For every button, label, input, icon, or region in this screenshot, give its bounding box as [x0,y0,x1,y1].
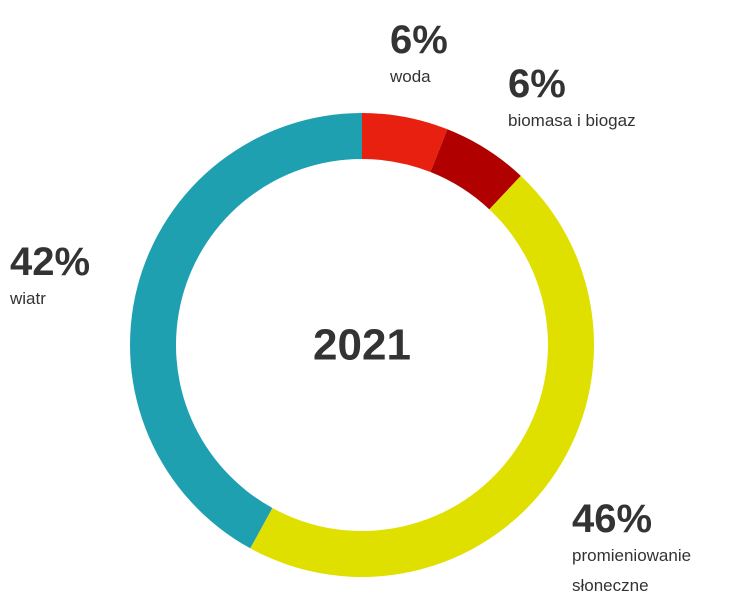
segment-label: 46% promieniowanie słoneczne [572,497,736,601]
segment-label: 6% biomasa i biogaz [508,62,636,136]
value-label: 6% [390,18,448,62]
category-label: wiatr [10,289,46,308]
category-label: woda [390,67,431,86]
donut-segment [362,113,448,173]
segment-label: 6% woda [390,18,448,92]
value-label: 42% [10,240,91,284]
category-label: promieniowanie słoneczne [572,546,692,595]
donut-segment [130,113,362,549]
value-label: 46% [572,497,653,541]
value-label: 6% [508,62,566,106]
donut-segment [430,129,521,210]
category-label: biomasa i biogaz [508,111,636,130]
donut-segment [250,175,594,577]
segment-label: 42% wiatr [10,240,90,314]
center-label: 2021 [313,321,411,370]
